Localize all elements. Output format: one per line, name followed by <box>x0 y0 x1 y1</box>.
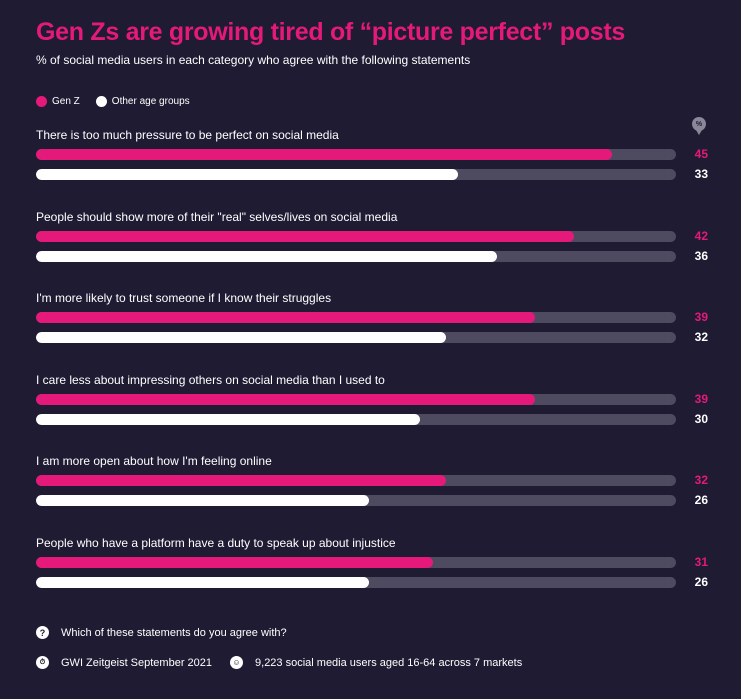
bar-other <box>36 413 420 425</box>
bar-gen-z <box>36 393 536 405</box>
bar-track <box>36 230 676 242</box>
legend-item-other: Other age groups <box>95 96 190 107</box>
bar-gen-z <box>36 475 446 486</box>
bar-gen-z <box>36 230 574 242</box>
statement-group: I am more open about how I'm feeling onl… <box>36 454 708 507</box>
value-label-gen-z: 39 <box>694 391 708 406</box>
bar-row-gen-z: 31 <box>36 554 708 569</box>
bar-gen-z <box>36 556 433 568</box>
bar-gen-z <box>36 312 536 323</box>
footer-question-text: Which of these statements do you agree w… <box>61 626 287 639</box>
bar-track <box>36 556 676 568</box>
value-label-gen-z: 31 <box>694 554 708 569</box>
question-icon: ? <box>36 626 49 639</box>
bar-row-other: 33 <box>36 167 708 181</box>
statement-group: People should show more of their "real" … <box>36 209 708 263</box>
statement-label: I'm more likely to trust someone if I kn… <box>36 291 332 305</box>
bar-row-other: 26 <box>36 574 708 589</box>
value-label-gen-z: 32 <box>694 473 708 487</box>
bar-track <box>36 332 676 343</box>
bar-gen-z <box>36 149 612 160</box>
bar-other <box>36 495 369 506</box>
legend-label-other: Other age groups <box>111 96 190 107</box>
footer-source-row: ⏱ GWI Zeitgeist September 2021 ☺ 9,223 s… <box>36 656 522 669</box>
legend-item-gen-z: Gen Z <box>36 96 80 107</box>
legend-label-gen-z: Gen Z <box>52 96 80 107</box>
bar-row-gen-z: 45 <box>36 147 708 161</box>
value-label-gen-z: 42 <box>694 228 708 243</box>
value-label-gen-z: 39 <box>694 310 708 324</box>
bar-track <box>36 169 676 180</box>
legend-dot-gen-z <box>36 96 47 107</box>
statement-group: I care less about impressing others on s… <box>36 372 708 426</box>
bar-track <box>36 149 676 160</box>
percent-icon: % <box>692 117 706 135</box>
bar-row-gen-z: 42 <box>36 228 708 243</box>
bar-track <box>36 393 676 405</box>
value-label-other: 26 <box>694 574 708 589</box>
bar-row-other: 32 <box>36 330 708 344</box>
bar-other <box>36 169 459 180</box>
statement-group: There is too much pressure to be perfect… <box>36 128 708 181</box>
users-icon: ☺ <box>230 656 244 669</box>
value-label-other: 32 <box>694 330 708 344</box>
bar-row-other: 26 <box>36 493 708 507</box>
bar-track <box>36 413 676 425</box>
bar-other <box>36 576 369 588</box>
statement-label: I care less about impressing others on s… <box>36 372 385 387</box>
bar-row-gen-z: 39 <box>36 310 708 324</box>
bar-track <box>36 312 676 323</box>
bar-row-other: 36 <box>36 248 708 263</box>
bar-track <box>36 576 676 588</box>
statement-label: There is too much pressure to be perfect… <box>36 128 339 142</box>
statement-label: People who have a platform have a duty t… <box>36 535 396 550</box>
legend-dot-other <box>95 96 107 107</box>
footer-question: ? Which of these statements do you agree… <box>36 626 287 639</box>
bar-track <box>36 250 676 262</box>
bar-other <box>36 250 497 262</box>
bar-row-gen-z: 39 <box>36 391 708 406</box>
statement-group: People who have a platform have a duty t… <box>36 535 708 589</box>
bar-track <box>36 495 676 506</box>
chart-title: Gen Zs are growing tired of “picture per… <box>36 18 625 46</box>
value-label-other: 26 <box>694 493 708 507</box>
footer-source-text: GWI Zeitgeist September 2021 <box>61 656 213 669</box>
chart-subtitle: % of social media users in each category… <box>36 53 471 67</box>
bar-row-gen-z: 32 <box>36 473 708 487</box>
statement-label: I am more open about how I'm feeling onl… <box>36 454 272 468</box>
legend: Gen Z Other age groups <box>36 96 206 107</box>
value-label-other: 36 <box>694 248 708 263</box>
bar-row-other: 30 <box>36 411 708 426</box>
value-label-gen-z: 45 <box>694 147 708 161</box>
source-icon: ⏱ <box>36 656 49 669</box>
footer-sample-text: 9,223 social media users aged 16-64 acro… <box>255 656 523 669</box>
value-label-other: 33 <box>694 167 708 181</box>
value-label-other: 30 <box>694 411 708 426</box>
statement-group: I'm more likely to trust someone if I kn… <box>36 291 708 344</box>
statement-label: People should show more of their "real" … <box>36 209 398 224</box>
bar-track <box>36 475 676 486</box>
bar-other <box>36 332 446 343</box>
